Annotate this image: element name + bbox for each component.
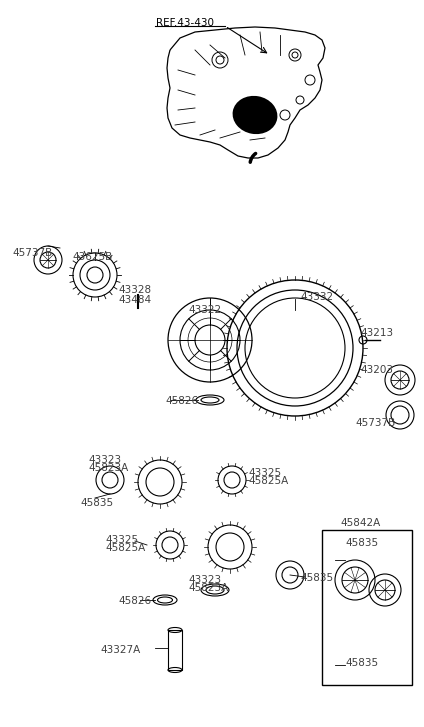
Text: 45826: 45826 xyxy=(118,596,151,606)
Bar xyxy=(322,530,412,685)
Text: 43323: 43323 xyxy=(88,455,121,465)
Text: REF.43-430: REF.43-430 xyxy=(156,18,214,28)
Text: 45737B: 45737B xyxy=(355,418,395,428)
Text: 43323: 43323 xyxy=(188,575,221,585)
Text: 43328: 43328 xyxy=(118,285,151,295)
Text: 45825A: 45825A xyxy=(105,543,145,553)
Text: 45825A: 45825A xyxy=(248,476,288,486)
Text: 43322: 43322 xyxy=(188,305,221,315)
Text: 43213: 43213 xyxy=(360,328,393,338)
Text: 43325: 43325 xyxy=(248,468,281,478)
Text: 43325: 43325 xyxy=(105,535,138,545)
Text: 45823A: 45823A xyxy=(88,463,128,473)
Text: 43327A: 43327A xyxy=(100,645,140,655)
Text: 43203: 43203 xyxy=(360,365,393,375)
Text: 45835: 45835 xyxy=(300,573,333,583)
Text: 43484: 43484 xyxy=(118,295,151,305)
Text: 45826: 45826 xyxy=(165,396,198,406)
Text: 45823A: 45823A xyxy=(188,583,228,593)
Text: 45842A: 45842A xyxy=(340,518,380,528)
Text: 45835: 45835 xyxy=(345,538,378,548)
Bar xyxy=(168,630,182,670)
Text: 43625B: 43625B xyxy=(72,252,112,262)
Text: 43332: 43332 xyxy=(300,292,333,302)
Text: 45835: 45835 xyxy=(345,658,378,668)
Ellipse shape xyxy=(233,96,277,134)
Text: 45835: 45835 xyxy=(80,498,113,508)
Text: 45737B: 45737B xyxy=(12,248,52,258)
